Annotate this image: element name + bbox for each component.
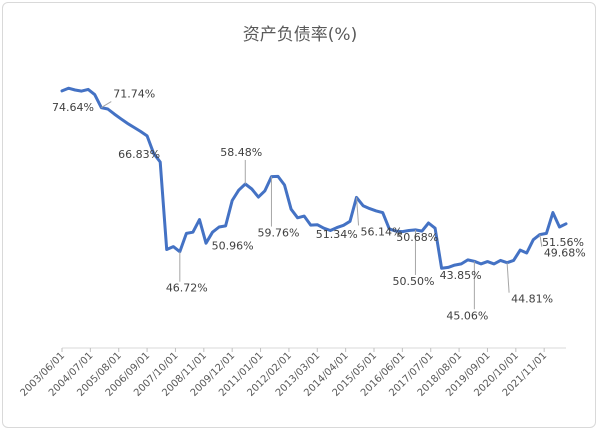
chart-title: 资产负债率(%) [242, 25, 358, 45]
data-labels: 74.64% 71.74% 66.83% 46.72% 50.96% 58.48% 59.7… [52, 88, 586, 323]
x-tick-labels: 2003/06/012004/07/012005/08/012006/09/01… [19, 350, 550, 399]
data-label: 56.14% [361, 225, 403, 238]
data-label: 46.72% [166, 282, 208, 295]
annotation-leader-line [506, 262, 510, 293]
x-tick-marks [61, 348, 545, 352]
chart-frame [2, 2, 596, 428]
series-line [60, 86, 568, 270]
data-label: 44.81% [511, 293, 553, 306]
data-label: 66.83% [118, 148, 160, 161]
annotation-leaders [101, 101, 543, 310]
annotation-leader-line [356, 197, 360, 226]
data-label: 49.68% [544, 247, 586, 260]
data-label: 50.96% [212, 239, 254, 252]
data-label: 51.34% [316, 228, 358, 241]
data-label: 50.68% [396, 231, 438, 244]
data-label: 58.48% [220, 146, 262, 159]
data-label: 59.76% [257, 227, 299, 240]
data-label: 50.50% [392, 275, 434, 288]
series-layer [60, 86, 568, 270]
data-label: 45.06% [446, 309, 488, 322]
data-label: 43.85% [440, 269, 482, 282]
data-label: 71.74% [113, 88, 155, 101]
data-label: 51.56% [542, 236, 584, 249]
annotation-leader-line [539, 234, 543, 247]
data-label: 74.64% [52, 101, 94, 114]
annotation-leader-line [101, 101, 112, 109]
